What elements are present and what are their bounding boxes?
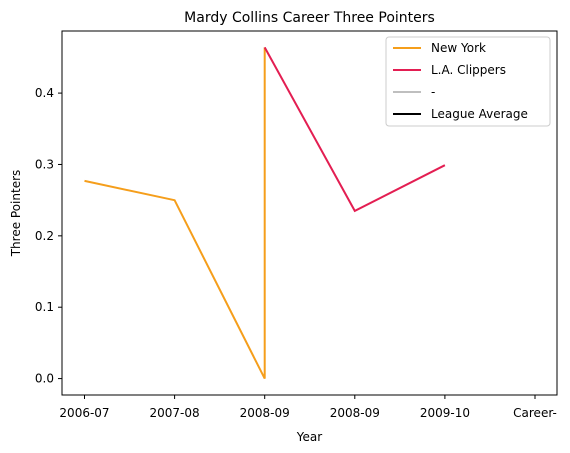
y-tick-label: 0.4 [35, 86, 54, 100]
x-axis: 2006-07 2007-08 2008-09 2008-09 2009-10 Caree… [59, 395, 557, 420]
y-tick-label: 0.3 [35, 157, 54, 171]
y-tick-label: 0.0 [35, 372, 54, 386]
y-tick-label: 0.2 [35, 229, 54, 243]
legend-label: - [431, 85, 435, 99]
legend-label: L.A. Clippers [431, 63, 506, 77]
x-tick-label: 2008-09 [330, 406, 380, 420]
plot-frame [61, 30, 558, 396]
legend-label: New York [431, 41, 486, 55]
x-tick-label: 2007-08 [150, 406, 200, 420]
x-tick-label: 2008-09 [240, 406, 290, 420]
plot-lines [84, 46, 446, 380]
x-tick-label: 2006-07 [59, 406, 109, 420]
legend-label: League Average [431, 107, 528, 121]
legend: New York L.A. Clippers - League Average [385, 36, 551, 127]
x-axis-label: Year [296, 430, 322, 444]
series-line-1 [263, 46, 446, 213]
legend-frame [385, 36, 551, 127]
y-axis-label: Three Pointers [9, 170, 23, 258]
x-tick-label: 2009-10 [420, 406, 470, 420]
x-tick-label: Career- [513, 406, 557, 420]
y-tick-label: 0.1 [35, 300, 54, 314]
chart-title: Mardy Collins Career Three Pointers [184, 10, 435, 26]
y-axis: 0.0 0.1 0.2 0.3 0.4 [35, 86, 62, 386]
series-line-0 [84, 47, 266, 380]
